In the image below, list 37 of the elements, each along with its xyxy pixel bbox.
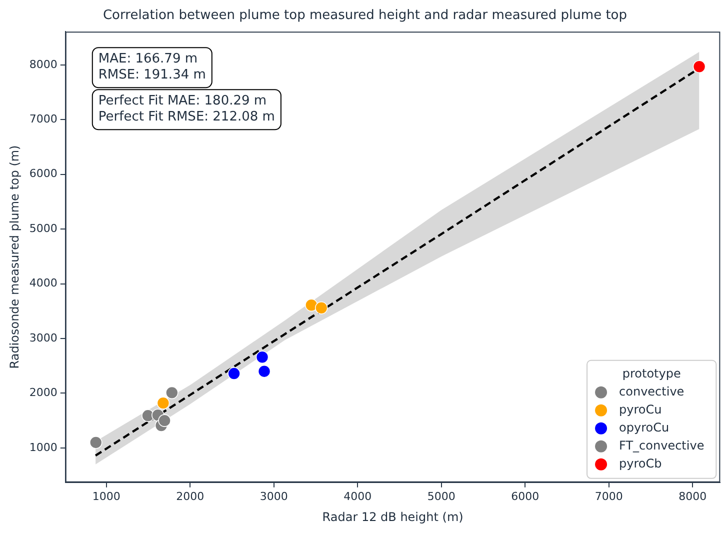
point [314, 301, 328, 314]
chart-title: Correlation between plume top measured height and radar measured plume top [102, 8, 628, 24]
x-tick-label: 8000 [678, 490, 707, 503]
x-tick-label: 3000 [260, 490, 288, 503]
annotation: MAE: 166.79 m RMSE: 191.34 m [98, 51, 206, 82]
legend-label: FT_convective [619, 438, 704, 453]
x-tick-label: 4000 [344, 490, 372, 503]
point [166, 386, 178, 400]
point [258, 364, 271, 378]
point [692, 60, 706, 74]
y-tick-label: 3000 [29, 331, 58, 344]
x-tick-label: 2000 [176, 490, 204, 503]
point [89, 436, 102, 449]
y-tick-label: 7000 [29, 112, 58, 126]
legend-label: pyroCu [619, 402, 662, 417]
y-tick-label: 5000 [29, 222, 58, 235]
x-tick-label: 6000 [511, 490, 540, 503]
annotation: Perfect Fit MAE: 180.29 m Perfect Fit RMSE: 212.08 m [98, 93, 275, 124]
legend-label: convective [619, 384, 684, 399]
y-axis-title: Radiosonde measured plume top (m) [7, 145, 22, 369]
legend-label: opyroCu [619, 420, 670, 435]
point [305, 298, 318, 312]
legend-title: prototype [622, 366, 681, 381]
x-tick-label: 7000 [594, 490, 623, 503]
y-tick-label: 4000 [29, 276, 58, 290]
y-tick-label: 1000 [29, 440, 58, 454]
point [256, 350, 269, 364]
x-tick-label: 5000 [427, 490, 456, 503]
y-tick-label: 2000 [29, 386, 58, 400]
x-tick-label: 1000 [92, 490, 120, 503]
point [228, 367, 240, 380]
x-axis-title: Radar 12 dB height (m) [322, 510, 464, 524]
y-tick-label: 6000 [29, 167, 58, 180]
point [156, 396, 170, 410]
point [158, 414, 171, 427]
legend-label: pyroCb [619, 456, 662, 471]
y-tick-label: 8000 [29, 58, 58, 71]
